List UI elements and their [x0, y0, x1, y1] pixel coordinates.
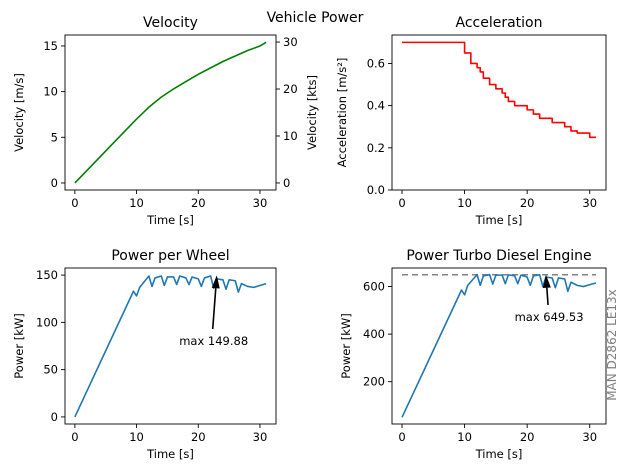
axes-frame: [64, 267, 277, 425]
y-right-tick-label: 10: [283, 129, 298, 143]
engine-model-label: MAN D2862 LE13x: [605, 289, 619, 401]
x-axis-label: Time [s]: [475, 447, 523, 461]
x-tick-label: 30: [253, 196, 268, 210]
x-tick-label: 20: [191, 430, 206, 444]
series-line: [74, 275, 267, 418]
series-line: [402, 41, 596, 139]
y-right-tick-label: 30: [283, 35, 298, 49]
annotation-arrowhead: [542, 274, 551, 289]
x-tick-label: 30: [582, 430, 597, 444]
x-tick-label: 30: [582, 196, 597, 210]
y-axis-label: Acceleration [m/s²]: [335, 58, 349, 168]
x-axis-label: Time [s]: [146, 447, 194, 461]
axes-frame: [391, 267, 607, 425]
chart-title: Acceleration: [456, 15, 543, 31]
y-right-axis-label: Velocity [kts]: [305, 75, 319, 150]
chart-power-wheel: Power per Wheel 0 10 20 30 0 50 100 150 Time [s] P…: [12, 248, 277, 461]
y-tick-label: 0: [51, 176, 58, 190]
y-right-tick-label: 0: [283, 176, 290, 190]
y-tick-label: 15: [43, 39, 58, 53]
y-tick-label: 150: [36, 268, 58, 282]
axes-frame: [391, 34, 607, 191]
figure-title: Vehicle Power: [267, 10, 364, 26]
y-tick-label: 200: [363, 375, 385, 389]
x-tick-label: 20: [191, 196, 206, 210]
chart-title: Velocity: [143, 15, 198, 31]
chart-title: Power per Wheel: [111, 248, 229, 264]
series-line: [401, 273, 597, 418]
x-tick-label: 0: [398, 430, 405, 444]
y-tick-label: 400: [363, 327, 385, 341]
y-axis-label: Power [kW]: [12, 313, 26, 378]
chart-acceleration: Acceleration 0 10 20 30 0.0 0.2 0.4 0.6 Time [s] A…: [335, 15, 607, 227]
y-tick-label: 600: [363, 280, 385, 294]
x-tick-label: 10: [129, 196, 144, 210]
x-tick-label: 0: [71, 196, 78, 210]
x-tick-label: 30: [253, 430, 268, 444]
chart-velocity: Velocity 0 10 20 30 0 5 10 15 Time [s] Velocity [m…: [12, 15, 319, 227]
y-tick-label: 0.0: [367, 183, 385, 197]
x-axis-label: Time [s]: [146, 213, 194, 227]
x-tick-label: 10: [129, 430, 144, 444]
y-axis-label: Velocity [m/s]: [12, 73, 26, 152]
y-tick-label: 0.2: [367, 141, 385, 155]
annotation-arrow: [211, 288, 217, 330]
chart-title: Power Turbo Diesel Engine: [406, 248, 591, 264]
y-tick-label: 100: [36, 315, 58, 329]
y-tick-label: 5: [51, 130, 58, 144]
annotation-arrowhead: [211, 275, 220, 289]
annotation-label: max 149.88: [179, 334, 248, 348]
y-tick-label: 0.6: [367, 56, 385, 70]
x-tick-label: 0: [71, 430, 78, 444]
annotation-arrow: [546, 287, 549, 306]
x-tick-label: 20: [520, 196, 535, 210]
y-tick-label: 0: [51, 410, 58, 424]
series-line: [74, 41, 267, 184]
axes-frame: [64, 34, 277, 191]
chart-power-engine: Power Turbo Diesel Engine 0 10 20 30 200 400 60…: [339, 248, 607, 461]
x-axis-label: Time [s]: [475, 213, 523, 227]
y-right-tick-label: 20: [283, 82, 298, 96]
x-tick-label: 20: [520, 430, 535, 444]
annotation-label: max 649.53: [515, 310, 584, 324]
x-tick-label: 0: [398, 196, 405, 210]
x-tick-label: 10: [457, 430, 472, 444]
y-axis-label: Power [kW]: [339, 313, 353, 378]
y-tick-label: 0.4: [367, 99, 385, 113]
y-tick-label: 10: [43, 85, 58, 99]
y-tick-label: 50: [43, 363, 58, 377]
x-tick-label: 10: [457, 196, 472, 210]
